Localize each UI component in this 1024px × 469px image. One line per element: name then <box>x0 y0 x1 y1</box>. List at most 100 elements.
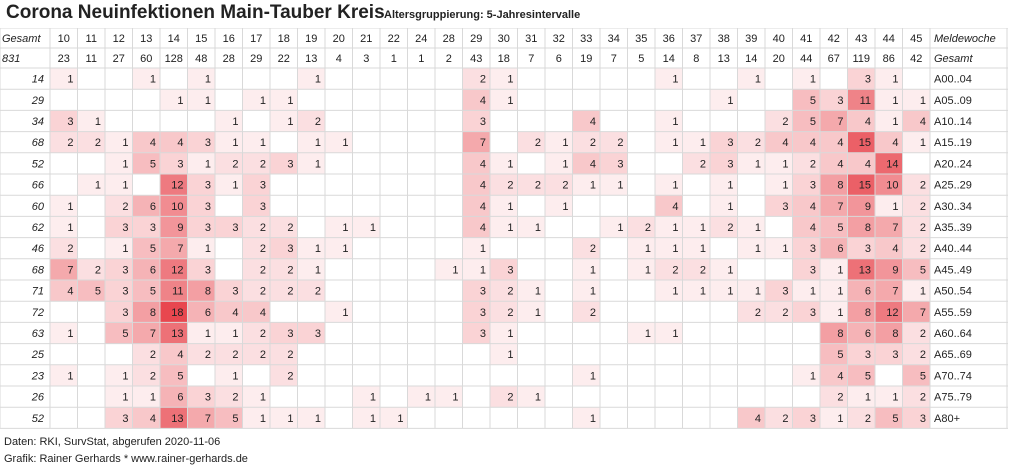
cell-value: 1 <box>590 180 596 192</box>
heatmap-cell <box>820 322 848 344</box>
cell-value: 1 <box>122 180 128 192</box>
cell-value: 5 <box>892 413 898 425</box>
row-total: 68 <box>32 264 45 276</box>
cell-value: 2 <box>920 201 926 213</box>
heatmap-cell <box>160 364 188 386</box>
cell-value: 1 <box>700 286 706 298</box>
heatmap-cell <box>407 110 435 132</box>
heatmap-cell <box>270 280 298 302</box>
heatmap-cell <box>875 131 903 153</box>
heatmap-cell <box>160 258 188 280</box>
cell-value: 1 <box>260 413 266 425</box>
heatmap-cell <box>435 68 463 90</box>
heatmap-cell <box>50 364 78 386</box>
cell-value: 3 <box>205 201 211 213</box>
heatmap-cell <box>627 322 655 344</box>
heatmap-cell <box>682 258 710 280</box>
heatmap-cell <box>435 301 463 323</box>
heatmap-cell <box>545 322 573 344</box>
cell-value: 4 <box>810 201 816 213</box>
heatmap-cell <box>820 152 848 174</box>
heatmap-cell <box>242 131 270 153</box>
heatmap-cell <box>600 343 628 365</box>
heatmap-cell <box>737 386 765 408</box>
heatmap-cell <box>325 407 353 429</box>
cell-value: 4 <box>920 116 926 128</box>
cell-value: 2 <box>150 349 156 361</box>
heatmap-cell <box>380 301 408 323</box>
heatmap-cell <box>600 280 628 302</box>
cell-value: 1 <box>782 180 788 192</box>
heatmap-cell <box>325 195 353 217</box>
heatmap-cell <box>105 68 133 90</box>
week-total: 4 <box>336 53 342 65</box>
heatmap-cell <box>600 68 628 90</box>
heatmap-cell <box>902 280 930 302</box>
cell-value: 5 <box>95 286 101 298</box>
week-label: 43 <box>855 33 867 45</box>
heatmap-cell <box>627 386 655 408</box>
heatmap-cell <box>627 152 655 174</box>
heatmap-cell <box>572 131 600 153</box>
heatmap-cell <box>682 407 710 429</box>
heatmap-cell <box>160 407 188 429</box>
heatmap-cell <box>380 237 408 259</box>
heatmap-cell <box>627 407 655 429</box>
heatmap-cell <box>627 343 655 365</box>
cell-value: 1 <box>425 392 431 404</box>
cell-value: 1 <box>700 137 706 149</box>
cell-value: 1 <box>727 95 733 107</box>
heatmap-cell <box>490 258 518 280</box>
heatmap-cell <box>407 280 435 302</box>
heatmap-cell <box>517 301 545 323</box>
heatmap-cell <box>847 386 875 408</box>
cell-value: 5 <box>920 370 926 382</box>
cell-value: 5 <box>837 349 843 361</box>
heatmap-cell <box>710 407 738 429</box>
week-total: 128 <box>165 53 183 65</box>
heatmap-cell <box>77 131 105 153</box>
cell-value: 1 <box>782 243 788 255</box>
cell-value: 1 <box>205 158 211 170</box>
cell-value: 8 <box>150 307 156 319</box>
cell-value: 4 <box>480 158 486 170</box>
heatmap-cell <box>490 152 518 174</box>
cell-value: 2 <box>920 222 926 234</box>
cell-value: 5 <box>150 158 156 170</box>
heatmap-cell <box>50 343 78 365</box>
week-total: 42 <box>910 53 922 65</box>
heatmap-cell <box>242 280 270 302</box>
heatmap-cell <box>435 322 463 344</box>
heatmap-cell <box>462 280 490 302</box>
cell-value: 3 <box>865 349 871 361</box>
cell-value: 2 <box>507 307 513 319</box>
cell-value: 2 <box>645 222 651 234</box>
heatmap-cell <box>77 322 105 344</box>
cell-value: 1 <box>672 222 678 234</box>
heatmap-cell <box>352 89 380 111</box>
heatmap-cell <box>297 301 325 323</box>
cell-value: 5 <box>810 116 816 128</box>
heatmap-cell <box>875 89 903 111</box>
heatmap-cell <box>792 343 820 365</box>
heatmap-cell <box>682 68 710 90</box>
heatmap-cell <box>600 386 628 408</box>
heatmap-cell <box>792 89 820 111</box>
cell-value: 15 <box>859 137 871 149</box>
cell-value: 2 <box>700 264 706 276</box>
cell-value: 1 <box>672 243 678 255</box>
cell-value: 1 <box>150 392 156 404</box>
heatmap-cell <box>215 195 243 217</box>
heatmap-cell <box>352 343 380 365</box>
cell-value: 10 <box>171 201 183 213</box>
heatmap-cell <box>462 237 490 259</box>
heatmap-cell <box>875 152 903 174</box>
cell-value: 2 <box>287 349 293 361</box>
heatmap-cell <box>875 195 903 217</box>
cell-value: 1 <box>95 116 101 128</box>
cell-value: 2 <box>315 116 321 128</box>
cell-value: 15 <box>859 180 871 192</box>
heatmap-cell <box>380 364 408 386</box>
age-group-label: A05..09 <box>934 95 972 107</box>
cell-value: 1 <box>507 158 513 170</box>
